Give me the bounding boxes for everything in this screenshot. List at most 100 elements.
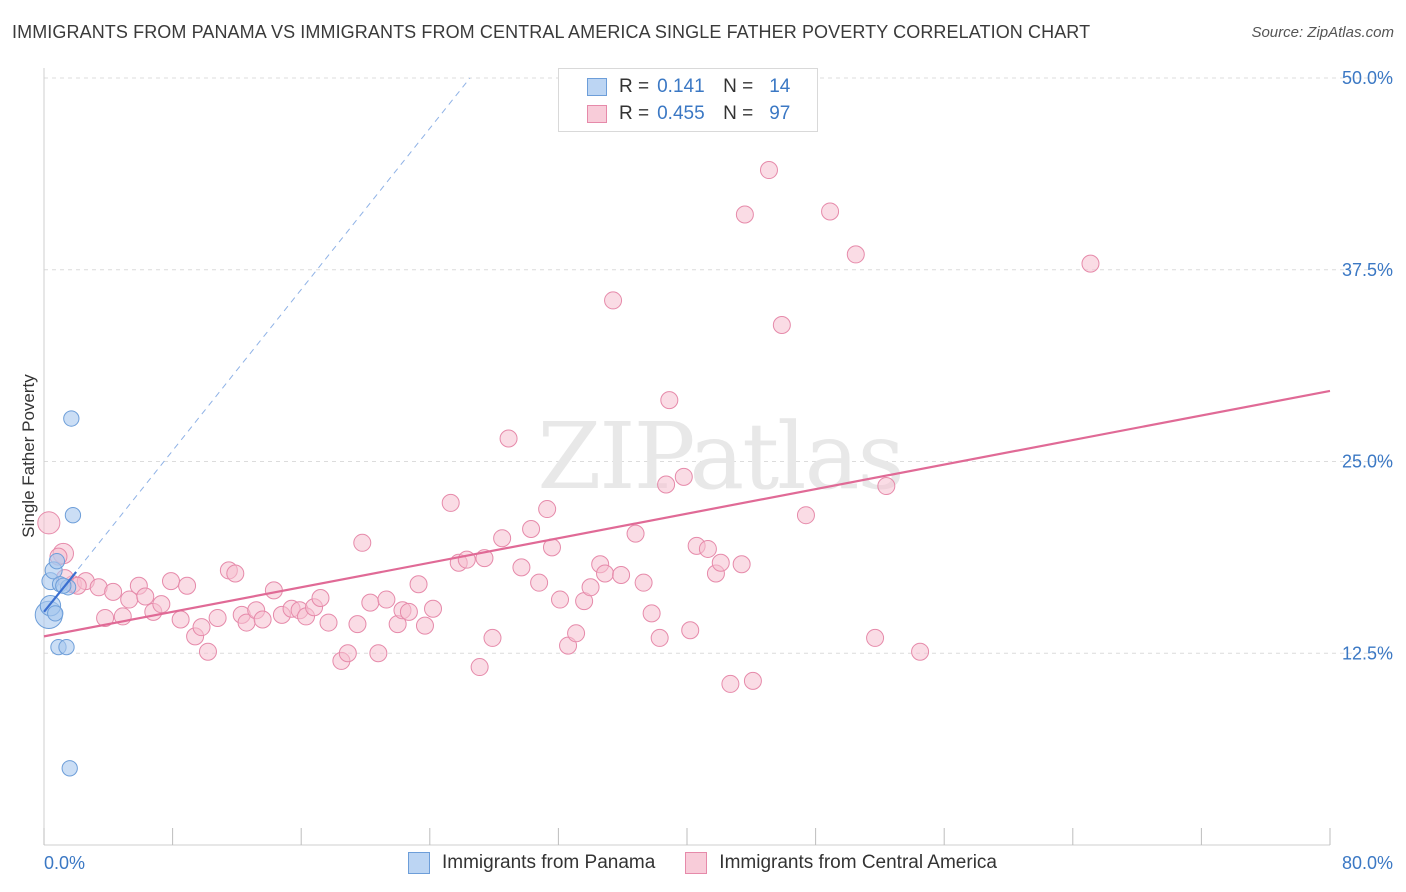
central-america-point (483, 628, 502, 647)
central-america-point (650, 628, 669, 647)
central-america-point (711, 553, 730, 572)
central-america-point (698, 539, 717, 558)
central-america-point (821, 202, 840, 221)
central-america-point (96, 608, 115, 627)
panama-swatch (587, 78, 607, 96)
central-america-point (581, 578, 600, 597)
central-america-point (877, 477, 896, 496)
legend-label-central-america: Immigrants from Central America (719, 852, 997, 873)
r-value: 0.141 (657, 76, 705, 97)
r-label: R = (619, 103, 650, 124)
central-america-point (441, 493, 460, 512)
r-label: R = (619, 76, 650, 97)
n-value: 14 (769, 76, 791, 97)
central-america-point (796, 506, 815, 525)
central-america-point (348, 615, 367, 634)
y-tick-label: 37.5% (1342, 260, 1393, 280)
central-america-point (161, 572, 180, 591)
legend-label-panama: Immigrants from Panama (442, 852, 656, 873)
panama-swatch (408, 852, 430, 874)
trend-lines (43, 389, 1331, 638)
central-america-point (634, 573, 653, 592)
central-america-point (759, 161, 778, 180)
r-value: 0.455 (657, 103, 705, 124)
chart-title: IMMIGRANTS FROM PANAMA VS IMMIGRANTS FRO… (12, 22, 1091, 42)
central-america-point (136, 587, 155, 606)
panama-trend-line (43, 571, 78, 613)
legend-item-central-america[interactable]: Immigrants from Central America (685, 852, 997, 874)
tick-labels: 12.5% 25.0% 37.5% 50.0% 0.0% 80.0% (44, 68, 1393, 873)
central-america-point (226, 564, 245, 583)
n-value: 97 (769, 103, 791, 124)
central-america-point (743, 671, 762, 690)
central-america-point (171, 610, 190, 629)
n-label: N = (723, 76, 754, 97)
central-america-point (409, 575, 428, 594)
central-america-point (399, 602, 418, 621)
central-america-point (353, 533, 372, 552)
central-america-point (178, 576, 197, 595)
panama-point (47, 605, 64, 622)
central-america-point (911, 642, 930, 661)
central-america-point (538, 500, 557, 519)
central-america-point (674, 467, 693, 486)
central-america-point (493, 529, 512, 548)
central-america-point (369, 644, 388, 663)
gridlines (44, 77, 1392, 654)
panama-point (63, 410, 80, 427)
central-america-point (596, 564, 615, 583)
central-america-point (198, 642, 217, 661)
x-tick-label: 0.0% (44, 853, 85, 873)
panama-trend-extension (43, 77, 471, 613)
central-america-point (866, 628, 885, 647)
central-america-point (192, 618, 211, 637)
central-america-point (551, 590, 570, 609)
central-america-point (735, 205, 754, 224)
central-america-point (499, 429, 518, 448)
central-america-point (846, 245, 865, 264)
central-america-trend-line (43, 389, 1331, 638)
central-america-point (612, 566, 631, 585)
central-america-point (104, 582, 123, 601)
central-america-point (338, 644, 357, 663)
central-america-point (253, 610, 272, 629)
central-america-point (319, 613, 338, 632)
central-america-point (642, 604, 661, 623)
central-america-point (152, 595, 171, 614)
central-america-point (660, 391, 679, 410)
central-america-point (470, 658, 489, 677)
stats-legend: R = 0.141 N = 14 R = 0.455 N = 97 (558, 68, 818, 132)
axes (43, 68, 1331, 846)
legend-item-panama[interactable]: Immigrants from Panama (408, 852, 655, 874)
central-america-point (681, 621, 700, 640)
series-legend: Immigrants from Panama Immigrants from C… (408, 852, 1027, 874)
central-america-point (311, 589, 330, 608)
central-america-swatch (587, 105, 607, 123)
panama-point (48, 553, 66, 570)
watermark: ZIPatlas (537, 403, 902, 510)
central-america-point (415, 616, 434, 635)
y-axis-label: Single Father Poverty (19, 374, 38, 538)
panama-points (34, 410, 82, 777)
y-tick-label: 25.0% (1342, 452, 1393, 472)
source-credit: Source: ZipAtlas.com (1251, 24, 1394, 41)
central-america-point (721, 674, 740, 693)
central-america-point (512, 558, 531, 577)
n-label: N = (723, 103, 754, 124)
y-tick-label: 50.0% (1342, 68, 1393, 88)
central-america-swatch (685, 852, 708, 874)
central-america-point (1081, 254, 1100, 273)
panama-trend-dashed (43, 77, 471, 613)
legend-row-panama: R = 0.141 N = 14 (587, 75, 790, 99)
panama-point (58, 638, 75, 656)
central-america-point (604, 291, 623, 310)
panama-point (61, 760, 78, 777)
central-america-point (772, 315, 791, 334)
central-america-point (424, 599, 443, 618)
central-america-point (657, 475, 676, 494)
central-america-point (626, 524, 645, 543)
central-america-point (377, 590, 396, 609)
central-america-point (732, 555, 751, 574)
central-america-point (530, 573, 549, 592)
central-america-point (567, 624, 586, 643)
